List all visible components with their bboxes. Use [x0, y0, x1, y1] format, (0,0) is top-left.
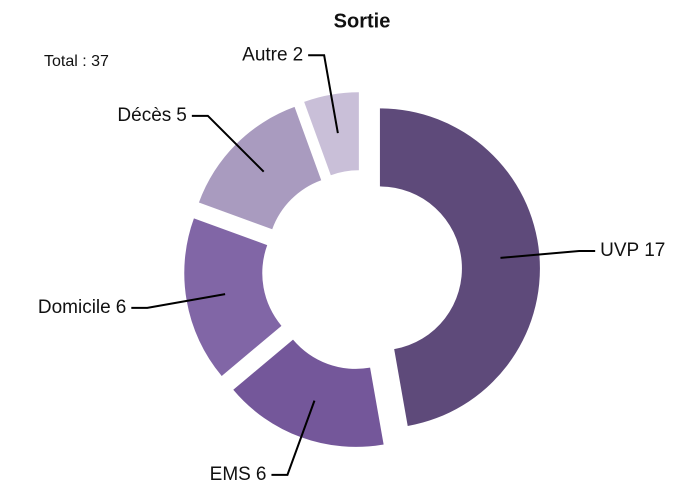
data-label: Domicile 6 — [38, 297, 126, 318]
leader-line — [271, 400, 316, 476]
data-label: UVP 17 — [600, 240, 665, 261]
category-label: UVP — [600, 240, 639, 261]
value-label: 6 — [256, 464, 267, 485]
donut-slice — [233, 339, 384, 447]
leader-line — [500, 250, 596, 259]
donut-slice — [379, 108, 540, 427]
category-label: Décès — [117, 105, 171, 126]
data-label: Autre 2 — [242, 44, 303, 65]
category-label: Domicile — [38, 297, 111, 318]
value-label: 5 — [176, 105, 187, 126]
data-label: EMS 6 — [210, 464, 267, 485]
data-label: Décès 5 — [117, 105, 186, 126]
category-label: EMS — [210, 464, 251, 485]
chart-title: Sortie — [334, 10, 391, 32]
value-label: 2 — [293, 44, 304, 65]
value-label: 6 — [116, 297, 127, 318]
donut-slice — [304, 92, 359, 176]
value-label: 17 — [644, 240, 665, 261]
total-annotation: Total : 37 — [44, 53, 109, 70]
leader-line — [191, 114, 265, 173]
category-label: Autre — [242, 44, 287, 65]
leader-line — [308, 54, 339, 134]
donut-slice — [184, 218, 282, 376]
leader-line — [131, 293, 226, 309]
